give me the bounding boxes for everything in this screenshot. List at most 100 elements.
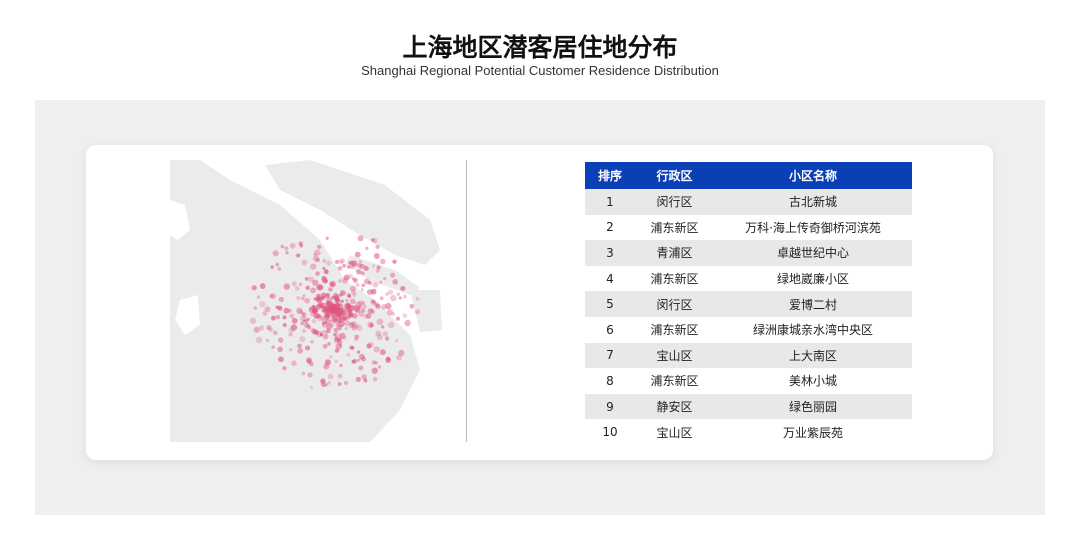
customer-dot	[299, 310, 303, 314]
customer-dot	[391, 312, 396, 316]
customer-dot	[325, 323, 333, 330]
customer-dot	[333, 294, 340, 300]
customer-dot	[338, 308, 344, 314]
customer-dot	[354, 324, 360, 329]
customer-dot	[373, 253, 380, 259]
cell-name: 绿色丽园	[714, 393, 912, 420]
customer-dot	[348, 312, 353, 317]
table-row: 8 浦东新区 美林小城	[585, 368, 912, 394]
chongming-island	[265, 160, 440, 265]
customer-dot	[384, 336, 390, 341]
cell-district: 青浦区	[635, 240, 714, 266]
customer-dot	[380, 325, 385, 329]
customer-dot	[324, 307, 328, 312]
customer-dot	[298, 241, 303, 246]
customer-dot	[362, 301, 366, 305]
customer-dot	[332, 318, 337, 322]
customer-dot	[402, 313, 408, 319]
customer-dot	[367, 280, 373, 286]
customer-dot	[382, 331, 388, 337]
customer-dot	[337, 382, 342, 387]
changxing-island	[345, 255, 420, 295]
customer-dot	[369, 323, 374, 328]
customer-dot	[339, 332, 346, 340]
cell-rank: 4	[606, 271, 614, 286]
customer-dot	[327, 287, 332, 292]
customer-dot	[362, 304, 367, 309]
customer-dot	[264, 306, 271, 313]
customer-dot	[275, 314, 281, 320]
customer-dot	[315, 271, 320, 276]
customer-dot	[348, 345, 353, 350]
customer-dot	[290, 324, 298, 331]
column-header-district: 行政区	[635, 162, 714, 189]
customer-dot	[339, 258, 345, 264]
customer-dot	[349, 345, 354, 350]
customer-dot	[379, 296, 384, 301]
cell-district: 闵行区	[635, 291, 714, 317]
cell-name: 万业紫辰苑	[782, 425, 843, 440]
customer-dot	[324, 311, 330, 317]
customer-dot	[302, 319, 306, 323]
customer-dot	[321, 321, 326, 325]
customer-dot	[374, 302, 380, 308]
customer-dot	[371, 238, 375, 242]
customer-dot	[326, 260, 332, 266]
mainland	[170, 160, 420, 442]
customer-dot	[259, 300, 266, 308]
customer-dot	[348, 261, 352, 265]
customer-dot	[339, 308, 346, 315]
customer-dot	[296, 307, 303, 315]
customer-dot	[339, 259, 344, 264]
customer-dot	[348, 310, 352, 314]
customer-dot	[322, 343, 328, 349]
cell-district: 浦东新区	[650, 272, 699, 287]
customer-dot	[363, 313, 369, 319]
cell-rank: 9	[585, 393, 635, 420]
column-header-rank: 排序	[585, 162, 635, 189]
customer-dot	[359, 307, 365, 313]
customer-dot	[370, 308, 376, 315]
customer-dot	[374, 361, 379, 365]
page-title: 上海地区潜客居住地分布	[402, 33, 678, 62]
customer-dot	[336, 337, 342, 343]
customer-dot	[256, 295, 261, 299]
cell-district: 浦东新区	[650, 323, 699, 338]
customer-dot	[253, 306, 258, 310]
customer-dot	[390, 294, 397, 302]
customer-dot	[306, 317, 310, 322]
customer-dot	[338, 320, 345, 328]
cell-rank: 2	[606, 220, 614, 235]
hengsha-island	[410, 290, 442, 332]
customer-dot	[275, 262, 280, 267]
customer-dot	[289, 313, 295, 319]
customer-dot	[375, 244, 380, 250]
customer-dot	[300, 296, 305, 301]
customer-dot	[326, 292, 330, 297]
customer-dot	[334, 297, 338, 301]
customer-dot	[334, 320, 339, 325]
customer-dot	[253, 326, 260, 333]
table-row: 4 浦东新区 绿地崴廉小区	[585, 266, 912, 292]
customer-dot	[371, 264, 376, 268]
customer-dot	[283, 283, 290, 290]
cell-rank: 6	[606, 322, 614, 337]
customer-dot	[289, 348, 293, 352]
customer-dot	[349, 321, 355, 327]
customer-dot	[355, 376, 361, 382]
customer-dot	[302, 294, 306, 298]
customer-dot	[305, 285, 310, 291]
customer-dot	[375, 268, 380, 273]
cell-rank: 8	[606, 373, 614, 388]
customer-dot	[345, 302, 350, 307]
customer-dot	[372, 281, 379, 288]
customer-dot	[375, 303, 381, 309]
customer-dot	[322, 266, 326, 270]
customer-dot	[310, 287, 316, 294]
customer-dot	[309, 385, 314, 389]
customer-dot	[265, 338, 270, 343]
customer-dot	[315, 284, 323, 291]
customer-dot	[320, 378, 326, 384]
customer-dot	[277, 337, 284, 343]
cell-district: 宝山区	[656, 425, 693, 440]
